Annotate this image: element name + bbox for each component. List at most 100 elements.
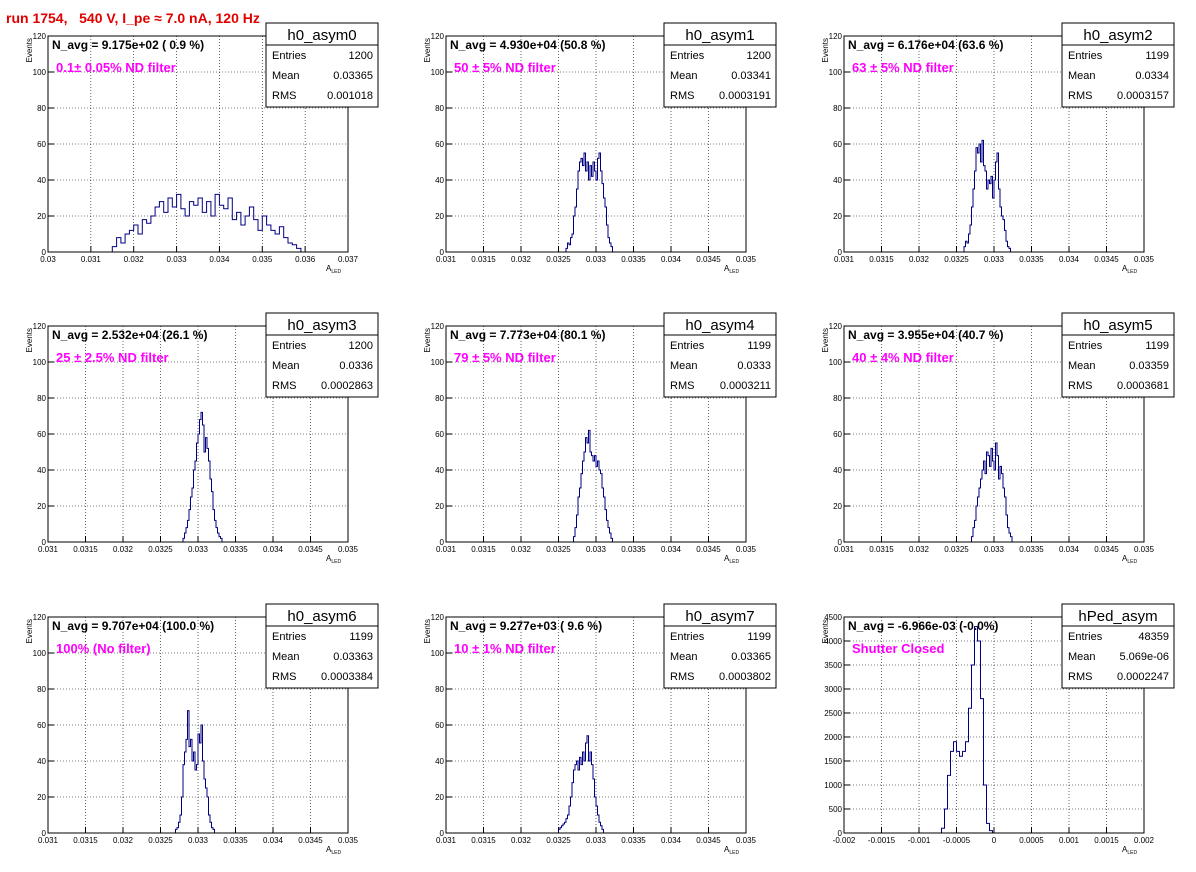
y-tick-label: 20 (37, 212, 46, 221)
navg-label: N_avg = 6.176e+04 (63.6 %) (848, 38, 1003, 52)
stats-box (265, 22, 379, 108)
y-tick-label: 4000 (824, 637, 842, 646)
x-tick-label: 0.0325 (148, 836, 173, 845)
stats-entries-label: Entries (272, 340, 307, 352)
y-axis-label: Events (821, 38, 830, 62)
plot-frame (47, 616, 349, 834)
stats-rms-value: 0.0003384 (321, 671, 373, 683)
y-tick-label: 40 (833, 176, 842, 185)
navg-label: N_avg = 3.955e+04 (40.7 %) (848, 328, 1003, 342)
y-tick-label: 60 (435, 140, 444, 149)
filter-label: Shutter Closed (852, 641, 945, 656)
x-tick-label: 0.0325 (546, 255, 571, 264)
x-tick-label: 0.0325 (944, 255, 969, 264)
stats-rms-label: RMS (1068, 380, 1092, 392)
plot-frame (843, 35, 1145, 253)
stats-title: h0_asym3 (287, 317, 356, 334)
x-tick-label: 0.032 (909, 545, 930, 554)
x-tick-label: 0.031 (436, 836, 457, 845)
x-axis-label: ALED (1122, 554, 1137, 565)
x-tick-label: 0.034 (263, 836, 284, 845)
y-tick-label: 60 (435, 721, 444, 730)
x-tick-label: 0.0315 (73, 836, 98, 845)
x-tick-label: 0.0005 (1019, 836, 1044, 845)
y-tick-label: 60 (37, 430, 46, 439)
stats-rms-value: 0.0003802 (719, 671, 771, 683)
x-tick-label: 0.031 (834, 545, 855, 554)
x-tick-label: 0.031 (436, 545, 457, 554)
y-tick-label: 0 (42, 538, 47, 547)
x-tick-label: 0.0315 (471, 836, 496, 845)
y-axis-label: Events (821, 619, 830, 643)
x-tick-label: 0.001 (1059, 836, 1080, 845)
y-tick-label: 120 (431, 613, 445, 622)
stats-mean-value: 0.03365 (333, 70, 373, 82)
stats-title: h0_asym5 (1083, 317, 1152, 334)
navg-label: N_avg = 7.773e+04 (80.1 %) (450, 328, 605, 342)
x-axis-label: ALED (724, 264, 739, 275)
panel-h0_asym5: 0.031 0.0315 0.032 0.0325 0.033 0.0335 0.034 0.… (821, 312, 1175, 565)
y-tick-label: 3000 (824, 685, 842, 694)
x-axis-label: ALED (326, 264, 341, 275)
y-tick-label: 100 (431, 358, 445, 367)
filter-label: 50 ± 5% ND filter (454, 60, 556, 75)
y-tick-label: 100 (33, 68, 47, 77)
x-tick-label: 0.0315 (869, 545, 894, 554)
y-tick-label: 60 (435, 430, 444, 439)
main-title: run 1754, 540 V, I_pe ≈ 7.0 nA, 120 Hz (6, 10, 260, 26)
x-tick-label: 0.033 (586, 545, 607, 554)
filter-label: 10 ± 1% ND filter (454, 641, 556, 656)
x-tick-label: 0.0345 (298, 836, 323, 845)
x-tick-label: 0.034 (1059, 545, 1080, 554)
y-axis-label: Events (25, 328, 34, 352)
stats-entries-label: Entries (1068, 340, 1103, 352)
stats-mean-label: Mean (1068, 70, 1096, 82)
x-tick-label: 0.0315 (869, 255, 894, 264)
x-tick-label: 0.032 (113, 545, 134, 554)
stats-rms-value: 0.0003191 (719, 90, 771, 102)
panel-h0_asym7: 0.031 0.0315 0.032 0.0325 0.033 0.0335 0.034 0.… (423, 603, 777, 856)
y-axis-label: Events (25, 38, 34, 62)
x-tick-label: 0.0345 (696, 545, 721, 554)
x-tick-label: 0.034 (263, 545, 284, 554)
x-tick-label: 0.0315 (471, 545, 496, 554)
x-axis-label: ALED (1122, 264, 1137, 275)
stats-entries-value: 1200 (747, 50, 771, 62)
x-tick-label: 0.0335 (621, 836, 646, 845)
x-tick-label: 0.0315 (471, 255, 496, 264)
x-tick-label: 0.036 (295, 255, 316, 264)
y-axis-label: Events (821, 328, 830, 352)
x-tick-label: 0.0325 (944, 545, 969, 554)
y-tick-label: 3500 (824, 661, 842, 670)
stats-entries-label: Entries (272, 631, 307, 643)
x-tick-label: 0.0345 (298, 545, 323, 554)
stats-mean-label: Mean (670, 70, 698, 82)
y-tick-label: 80 (435, 394, 444, 403)
y-tick-label: 20 (435, 212, 444, 221)
histogram-line (971, 442, 1013, 542)
stats-title: h0_asym4 (685, 317, 754, 334)
plot-frame (47, 35, 349, 253)
x-tick-label: 0.034 (661, 836, 682, 845)
histogram-line (963, 139, 1011, 252)
plot-frame (445, 325, 747, 543)
stats-rms-label: RMS (272, 90, 296, 102)
stats-mean-label: Mean (1068, 360, 1096, 372)
x-axis-label: ALED (326, 845, 341, 856)
stats-mean-value: 0.03341 (731, 70, 771, 82)
x-tick-label: 0.035 (338, 545, 359, 554)
navg-label: N_avg = -6.966e-03 (-0.0%) (848, 619, 998, 633)
x-tick-label: 0.032 (511, 836, 532, 845)
y-axis-label: Events (423, 328, 432, 352)
navg-label: N_avg = 9.707e+04 (100.0 %) (52, 619, 214, 633)
y-tick-label: 60 (37, 140, 46, 149)
y-tick-label: 100 (829, 68, 843, 77)
x-tick-label: 0.0335 (223, 836, 248, 845)
x-tick-label: 0.002 (1134, 836, 1155, 845)
filter-label: 25 ± 2.5% ND filter (56, 350, 169, 365)
x-axis-label: ALED (1122, 845, 1137, 856)
x-tick-label: 0.033 (167, 255, 188, 264)
stats-rms-label: RMS (272, 671, 296, 683)
stats-entries-value: 1199 (747, 340, 771, 352)
y-axis-label: Events (423, 38, 432, 62)
